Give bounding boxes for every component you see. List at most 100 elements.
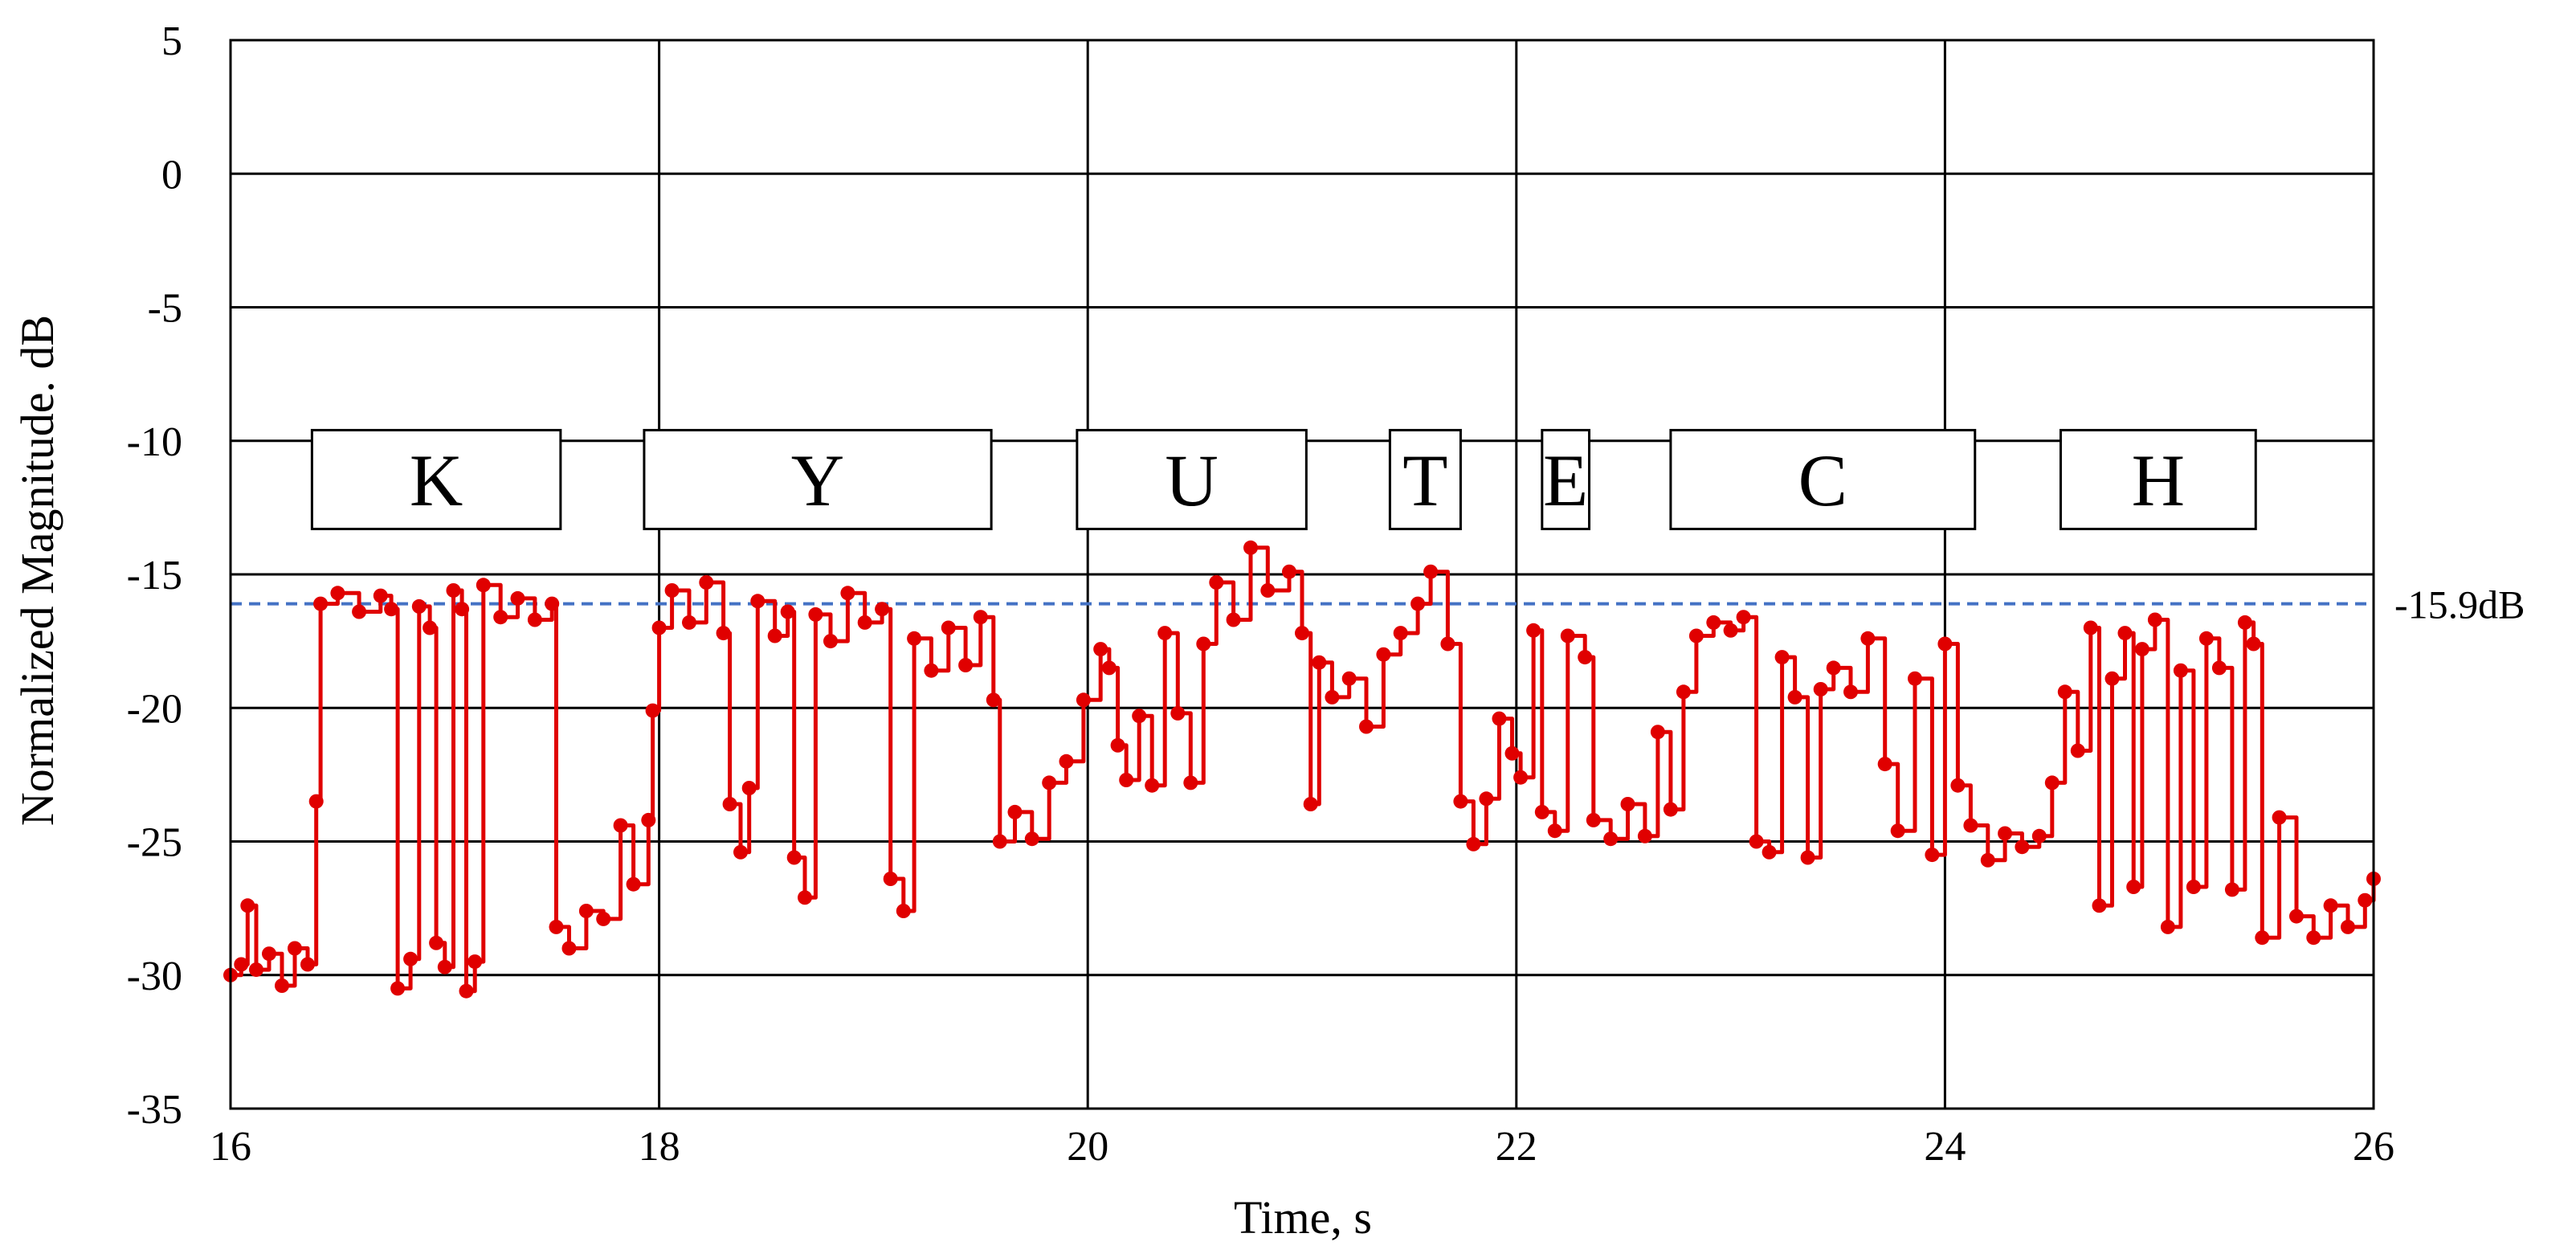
letter-box-y: Y [643,428,993,530]
data-point [2211,660,2227,676]
data-point [1534,804,1549,819]
data-point [2044,775,2060,790]
data-point [1908,671,1922,686]
data-point [2083,620,2098,635]
data-point [1843,684,1858,700]
data-point [2237,615,2252,630]
data-point [423,620,438,635]
data-point [1890,823,1905,839]
data-point [1688,628,1704,643]
data-point [545,596,560,611]
data-point [1492,711,1507,726]
series-group [223,540,2381,999]
data-point [262,946,276,962]
y-tick-label: -20 [127,686,182,732]
data-point [493,610,508,625]
x-axis-title: Time, s [1234,1191,1372,1244]
data-point [2246,636,2261,651]
data-point [780,604,795,619]
data-point [2134,642,2149,657]
data-point [896,904,911,918]
data-point [1963,818,1978,833]
data-point [941,620,956,635]
data-point [1376,647,1391,662]
reference-line-label: -15.9dB [2394,582,2525,627]
data-point [907,631,922,646]
y-tick-label: 0 [161,152,182,198]
data-point [527,612,542,627]
data-point [857,615,872,630]
data-point [1410,596,1426,611]
data-point [1706,615,1721,630]
data-point [1736,610,1751,625]
data-point [1950,778,1966,793]
data-point [1762,844,1777,860]
y-axis-title: Normalized Magnitude. dB [11,315,63,826]
data-point [1209,575,1224,590]
data-point [1774,650,1790,665]
letter-box-k: K [310,428,562,530]
letter-box-frame [1076,428,1308,530]
letter-label: H [2132,439,2185,521]
data-point [1560,628,1575,643]
data-point [2092,898,2107,913]
data-point [2160,919,2175,934]
reference-line-group: -15.9dB [231,582,2525,627]
data-point [1423,564,1439,579]
data-point [2255,930,2270,946]
data-point [823,634,838,649]
data-point [1650,725,1665,740]
data-point [924,663,939,678]
letter-box-t: T [1388,428,1462,530]
data-point [1226,612,1241,627]
data-point [403,951,418,966]
data-point [664,583,680,598]
letter-box-frame [1388,428,1462,530]
data-point [1547,823,1562,839]
data-point [699,575,714,590]
data-point [2015,839,2030,855]
data-point [1157,626,1173,641]
letter-label: E [1543,439,1588,521]
data-point [549,919,564,934]
data-point [373,588,388,603]
data-point [510,590,525,606]
data-point [1196,636,1211,651]
x-tick-label: 18 [639,1124,680,1170]
data-point [1513,770,1529,785]
data-point [2272,810,2287,825]
data-point [1676,684,1691,700]
data-point [313,596,329,611]
data-point [384,602,399,617]
data-point [875,602,890,617]
data-point [352,604,367,619]
data-point [429,935,444,950]
data-point [973,610,988,625]
data-point [437,959,452,974]
data-point [1341,671,1357,686]
data-point [1826,660,1841,676]
data-point [1479,791,1494,807]
data-point [613,818,628,833]
y-tick-label: -25 [127,820,182,866]
data-point [1637,828,1652,843]
data-point [840,586,855,601]
data-point [1877,757,1892,772]
letter-box-frame [1669,428,1977,530]
data-point [1243,540,1258,555]
data-point [2057,684,2072,700]
data-point [1813,682,1828,696]
x-tick-label: 16 [210,1124,251,1170]
data-point [2323,898,2338,913]
data-point [1504,745,1520,761]
data-point [1260,583,1276,598]
data-point [476,578,491,593]
data-point [561,941,577,956]
data-point [1663,802,1678,817]
letter-box-c: C [1669,428,1977,530]
data-point [750,594,765,609]
data-point [1578,650,1593,665]
data-point [275,978,289,993]
data-point [459,983,474,999]
